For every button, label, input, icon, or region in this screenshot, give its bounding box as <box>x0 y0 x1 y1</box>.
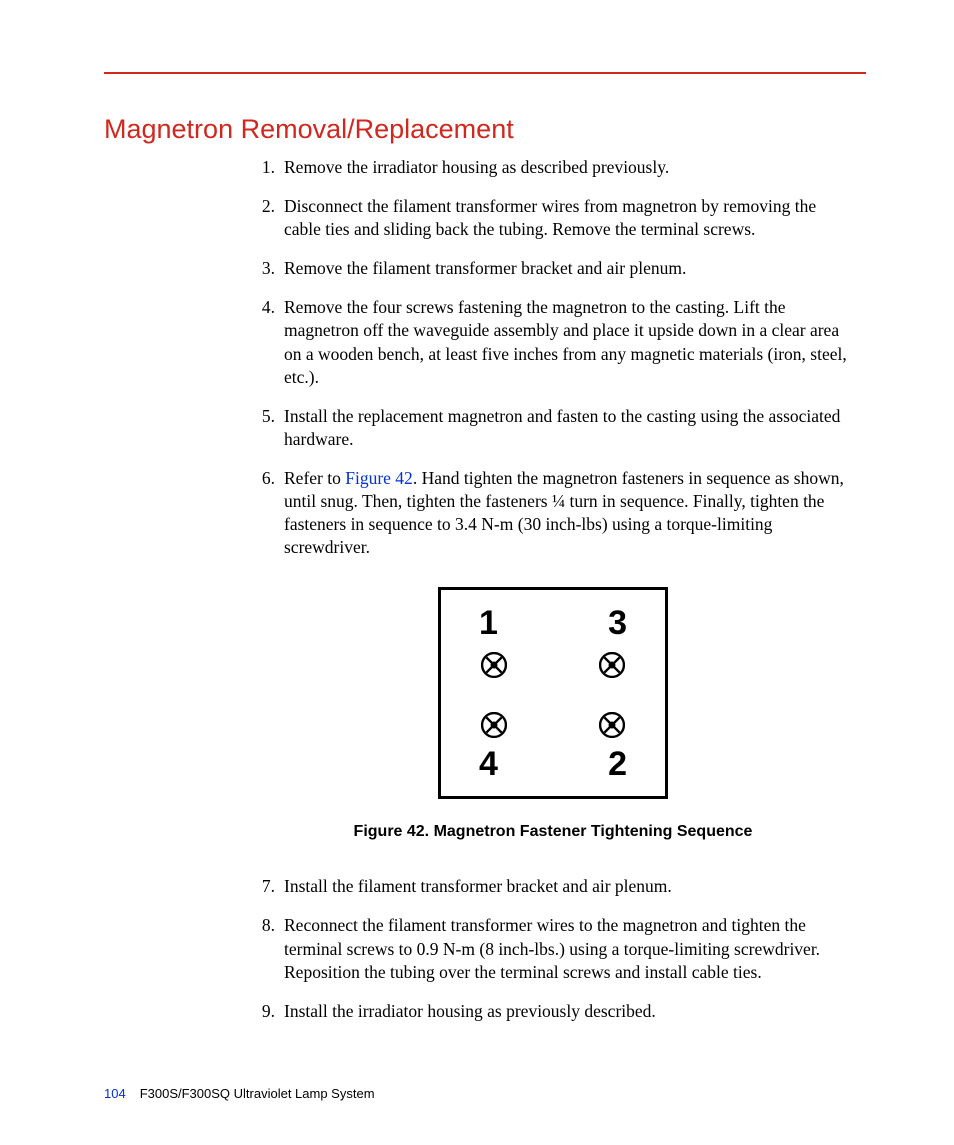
screw-icon <box>481 652 507 678</box>
fastener-label-1: 1 <box>479 604 498 643</box>
step-number: 6. <box>256 467 284 559</box>
list-item: 6. Refer to Figure 42. Hand tighten the … <box>256 467 850 559</box>
procedure-list: 1. Remove the irradiator housing as desc… <box>256 156 850 1039</box>
step-text: Reconnect the filament transformer wires… <box>284 914 850 983</box>
fastener-label-2: 2 <box>608 745 627 784</box>
page-number: 104 <box>104 1086 126 1101</box>
step-text: Remove the irradiator housing as describ… <box>284 156 850 179</box>
step-text: Install the filament transformer bracket… <box>284 875 850 898</box>
list-item: 2. Disconnect the filament transformer w… <box>256 195 850 241</box>
figure-caption: Figure 42. Magnetron Fastener Tightening… <box>256 823 850 841</box>
fastener-label-3: 3 <box>608 604 627 643</box>
list-item: 3. Remove the filament transformer brack… <box>256 257 850 280</box>
list-item: 5. Install the replacement magnetron and… <box>256 405 850 451</box>
step-text: Install the replacement magnetron and fa… <box>284 405 850 451</box>
screw-icon <box>599 712 625 738</box>
step-number: 7. <box>256 875 284 898</box>
step-number: 4. <box>256 296 284 388</box>
step-number: 1. <box>256 156 284 179</box>
list-item: 9. Install the irradiator housing as pre… <box>256 1000 850 1023</box>
list-item: 4. Remove the four screws fastening the … <box>256 296 850 388</box>
screw-icon <box>481 712 507 738</box>
step-number: 5. <box>256 405 284 451</box>
step-text: Install the irradiator housing as previo… <box>284 1000 850 1023</box>
figure-42: 1 3 4 2 Figure 42. Magnetron Fastener Ti… <box>256 587 850 841</box>
header-rule <box>104 72 866 74</box>
section-heading: Magnetron Removal/Replacement <box>104 114 514 145</box>
step-number: 2. <box>256 195 284 241</box>
list-item: 8. Reconnect the filament transformer wi… <box>256 914 850 983</box>
fastener-sequence-diagram: 1 3 4 2 <box>438 587 668 799</box>
step-number: 9. <box>256 1000 284 1023</box>
screw-icon <box>599 652 625 678</box>
list-item: 1. Remove the irradiator housing as desc… <box>256 156 850 179</box>
figure-xref-link[interactable]: Figure 42 <box>345 468 413 488</box>
step-number: 8. <box>256 914 284 983</box>
page-footer: 104 F300S/F300SQ Ultraviolet Lamp System <box>104 1086 375 1101</box>
step-text: Disconnect the filament transformer wire… <box>284 195 850 241</box>
doc-title: F300S/F300SQ Ultraviolet Lamp System <box>140 1086 375 1101</box>
step-number: 3. <box>256 257 284 280</box>
step-text: Refer to Figure 42. Hand tighten the mag… <box>284 467 850 559</box>
list-item: 7. Install the filament transformer brac… <box>256 875 850 898</box>
fastener-label-4: 4 <box>479 745 498 784</box>
step-text-pre: Refer to <box>284 468 345 488</box>
step-text: Remove the filament transformer bracket … <box>284 257 850 280</box>
step-text: Remove the four screws fastening the mag… <box>284 296 850 388</box>
